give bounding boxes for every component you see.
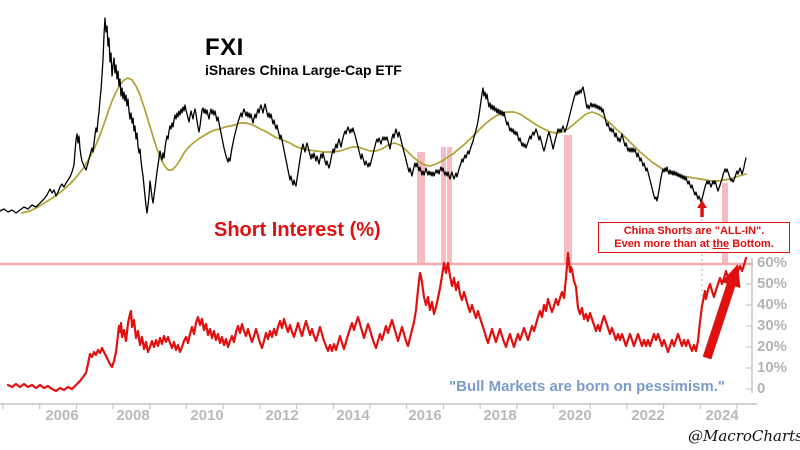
si-tick-label: 40% (757, 296, 788, 313)
x-tick-label: 2022 (631, 407, 665, 424)
annotation-line-1: China Shorts are "ALL-IN". (623, 224, 765, 237)
highlight-band (564, 135, 572, 265)
etf-name: iShares China Large-Cap ETF (205, 62, 402, 78)
si-tick-label: 50% (757, 275, 788, 292)
annotation-line-2: Even more than at the Bottom. (614, 237, 774, 250)
x-tick-label: 2012 (265, 407, 299, 424)
si-tick-label: 0 (757, 380, 766, 397)
x-tick-label: 2018 (483, 407, 517, 424)
price-low-arrow (697, 200, 707, 217)
x-tick-label: 2010 (190, 407, 224, 424)
pessimism-quote: "Bull Markets are born on pessimism." (449, 378, 725, 395)
si-tick-label: 20% (757, 338, 788, 355)
highlight-band (441, 147, 446, 265)
x-tick-label: 2006 (45, 407, 79, 424)
underlined-word: the (712, 237, 730, 250)
surge-arrow (702, 264, 741, 360)
price-line (0, 17, 747, 214)
x-tick-label: 2020 (558, 407, 592, 424)
x-tick-label: 2024 (705, 407, 739, 424)
highlight-band (417, 152, 425, 265)
moving-average-line (21, 77, 747, 214)
ticker-symbol: FXI (205, 34, 244, 61)
x-tick-label: 2016 (408, 407, 442, 424)
highlight-band (447, 147, 452, 265)
si-tick-label: 10% (757, 359, 788, 376)
x-tick-label: 2014 (336, 407, 370, 424)
china-shorts-annotation: China Shorts are "ALL-IN". Even more tha… (598, 222, 790, 253)
x-tick-label: 2008 (116, 407, 150, 424)
short-interest-label: Short Interest (%) (214, 219, 381, 241)
macrocharts-watermark: @MacroCharts (688, 427, 800, 445)
short-interest-line (6, 251, 748, 393)
si-tick-label: 60% (757, 254, 788, 271)
si-tick-label: 30% (757, 317, 788, 334)
